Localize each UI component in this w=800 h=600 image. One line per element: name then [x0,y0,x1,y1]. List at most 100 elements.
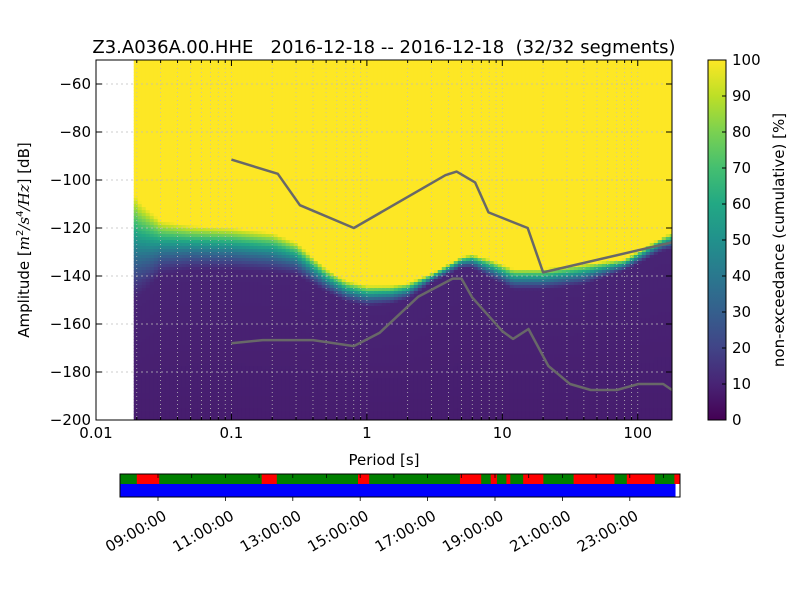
heatmap-cell [253,255,259,259]
heatmap-cell [297,228,303,232]
heatmap-cell [241,384,247,388]
heatmap-cell [289,120,295,124]
heatmap-cell [221,156,227,160]
heatmap-cell [241,345,247,349]
heatmap-cell [293,288,299,292]
heatmap-cell [249,306,255,310]
heatmap-cell [293,273,299,277]
heatmap-cell [293,357,299,361]
heatmap-cell [153,126,159,130]
heatmap-cell [181,168,187,172]
heatmap-cell [161,354,167,358]
heatmap-cell [281,123,287,127]
heatmap-cell [145,66,151,70]
heatmap-cell [245,117,251,121]
heatmap-cell [205,312,211,316]
heatmap-cell [161,366,167,370]
heatmap-cell [245,231,251,235]
heatmap-cell [281,129,287,133]
heatmap-cell [237,252,243,256]
heatmap-cell [145,390,151,394]
heatmap-cell [237,165,243,169]
heatmap-cell [169,303,175,307]
heatmap-cell [157,117,163,121]
heatmap-cell [281,111,287,115]
heatmap-cell [153,102,159,106]
heatmap-cell [221,192,227,196]
heatmap-cell [205,189,211,193]
heatmap-cell [253,378,259,382]
heatmap-cell [149,120,155,124]
heatmap-cell [165,348,171,352]
heatmap-cell [209,102,215,106]
heatmap-cell [293,129,299,133]
heatmap-cell [285,270,291,274]
heatmap-cell [177,345,183,349]
heatmap-cell [161,273,167,277]
heatmap-cell [153,357,159,361]
heatmap-cell [189,210,195,214]
heatmap-cell [261,348,267,352]
heatmap-cell [177,156,183,160]
heatmap-cell [173,396,179,400]
heatmap-cell [293,189,299,193]
heatmap-cell [209,66,215,70]
heatmap-cell [189,300,195,304]
heatmap-cell [205,216,211,220]
heatmap-cell [297,141,303,145]
heatmap-cell [181,111,187,115]
heatmap-cell [289,195,295,199]
heatmap-cell [157,330,163,334]
heatmap-cell [257,345,263,349]
heatmap-cell [213,402,219,406]
heatmap-cell [217,162,223,166]
heatmap-cell [133,315,139,319]
heatmap-cell [181,345,187,349]
heatmap-cell [289,93,295,97]
heatmap-cell [289,156,295,160]
heatmap-cell [209,81,215,85]
heatmap-cell [257,258,263,262]
heatmap-cell [273,201,279,205]
heatmap-cell [293,201,299,205]
heatmap-cell [237,348,243,352]
heatmap-cell [257,399,263,403]
heatmap-cell [161,75,167,79]
heatmap-cell [225,156,231,160]
heatmap-cell [165,69,171,73]
heatmap-cell [181,306,187,310]
heatmap-cell [181,99,187,103]
heatmap-cell [201,87,207,91]
heatmap-cell [201,126,207,130]
heatmap-cell [265,405,271,409]
heatmap-cell [153,348,159,352]
heatmap-cell [185,132,191,136]
heatmap-cell [161,111,167,115]
heatmap-cell [265,66,271,70]
heatmap-cell [173,258,179,262]
heatmap-cell [185,81,191,85]
heatmap-cell [237,189,243,193]
heatmap-cell [181,159,187,163]
heatmap-cell [205,264,211,268]
heatmap-cell [173,84,179,88]
heatmap-cell [157,264,163,268]
heatmap-cell [249,141,255,145]
heatmap-cell [281,240,287,244]
heatmap-cell [221,291,227,295]
heatmap-cell [241,252,247,256]
heatmap-cell [201,381,207,385]
heatmap-cell [145,219,151,223]
heatmap-cell [141,102,147,106]
heatmap-cell [157,261,163,265]
heatmap-cell [189,360,195,364]
heatmap-cell [177,141,183,145]
heatmap-cell [133,375,139,379]
heatmap-cell [257,102,263,106]
heatmap-cell [169,159,175,163]
heatmap-cell [225,60,231,64]
heatmap-cell [221,408,227,412]
heatmap-cell [229,129,235,133]
heatmap-cell [217,369,223,373]
heatmap-cell [145,363,151,367]
